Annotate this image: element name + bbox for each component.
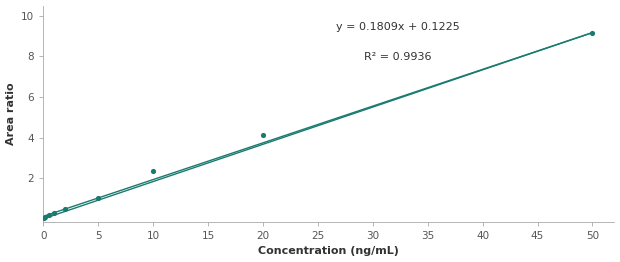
Point [49, 211, 59, 215]
Y-axis label: Area ratio: Area ratio [6, 82, 16, 145]
Point [148, 169, 158, 173]
Text: R² = 0.9936: R² = 0.9936 [364, 52, 431, 62]
Point [588, 30, 598, 35]
Point [60, 207, 70, 211]
Point [258, 133, 268, 137]
Point [44, 213, 54, 217]
X-axis label: Concentration (ng/mL): Concentration (ng/mL) [259, 247, 399, 256]
Text: y = 0.1809x + 0.1225: y = 0.1809x + 0.1225 [335, 22, 459, 32]
Point [93, 196, 103, 200]
Point [40, 216, 50, 220]
Point [40, 215, 50, 219]
